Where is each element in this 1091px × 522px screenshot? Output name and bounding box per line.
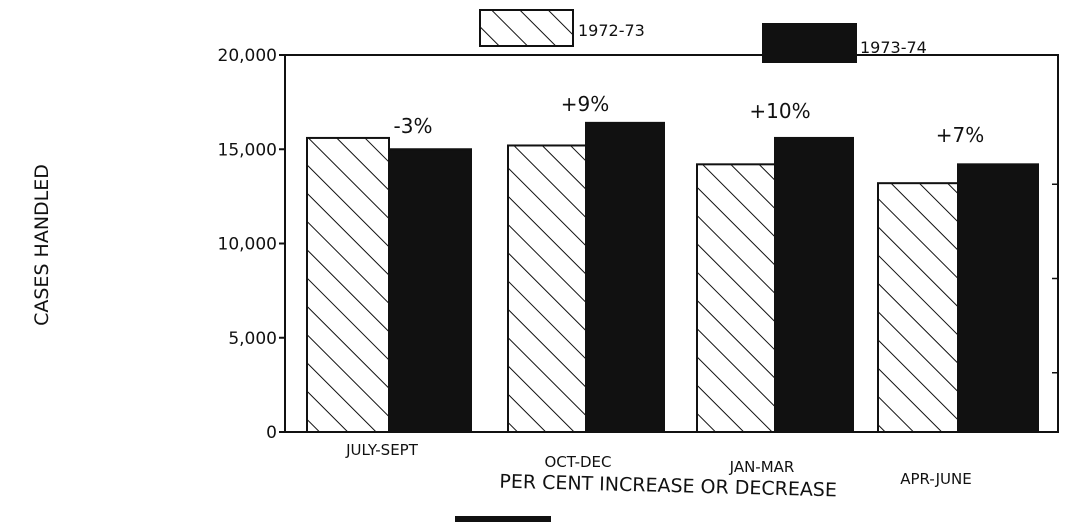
y-axis: 0 5,000 10,000 15,000 20,000 [218,46,1058,443]
legend-entry-1972-73: 1972-73 [479,9,645,47]
legend-label-1972-73: 1972-73 [578,21,645,40]
y-tick-label: 0 [266,423,277,443]
cropped-legend-swatch [455,516,551,522]
bar-1973-74-jan-mar [774,136,854,433]
percent-change-label: +10% [749,99,810,123]
bars [306,121,1039,434]
bar-1973-74-oct-dec [585,121,665,434]
bar-1972-73-apr-june [877,182,959,433]
legend-entry-1973-74: 1973-74 [762,23,927,63]
legend-swatch-1973-74 [762,23,857,63]
percent-labels: -3% +9% +10% +7% [394,92,985,147]
bar-1972-73-july-sept [306,136,390,433]
legend-swatch-1972-73 [479,9,574,47]
y-tick-label: 10,000 [218,235,277,255]
x-tick-label: APR-JUNE [900,470,971,488]
bar-1972-73-oct-dec [507,144,587,433]
x-tick-label: JAN-MAR [729,458,795,476]
y-axis-title: CASES HANDLED [31,164,53,326]
percent-change-label: -3% [394,114,433,138]
x-tick-label: JULY-SEPT [345,441,419,459]
bar-1972-73-jan-mar [696,163,776,434]
bar-1973-74-july-sept [388,148,472,433]
legend-label-1973-74: 1973-74 [860,38,927,57]
y-tick-label: 20,000 [218,46,277,66]
y-tick-label: 15,000 [218,140,277,160]
legend: 1972-73 1973-74 [479,9,927,63]
y-tick-label: 5,000 [228,329,277,349]
percent-change-label: +9% [561,92,610,116]
percent-change-label: +7% [936,123,985,147]
x-tick-label: OCT-DEC [545,453,612,471]
bar-1973-74-apr-june [957,163,1039,434]
x-axis-categories: JULY-SEPT OCT-DEC JAN-MAR APR-JUNE [345,441,972,488]
